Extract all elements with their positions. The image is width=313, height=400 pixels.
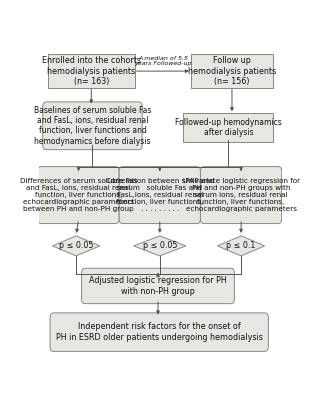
Text: p ≤ 0.05: p ≤ 0.05 <box>142 241 177 250</box>
Text: A median of 5.5
years Followed-up: A median of 5.5 years Followed-up <box>134 56 192 66</box>
FancyBboxPatch shape <box>119 166 200 224</box>
Text: p ≤ 0.1: p ≤ 0.1 <box>226 241 256 250</box>
Text: Correlation between sPAP and
serum   soluble Fas and
FasL,ions, residual renal
f: Correlation between sPAP and serum solub… <box>105 178 214 212</box>
Polygon shape <box>218 236 265 256</box>
Text: Differences of serum soluble Fas
and FasL, ions, residual renal
function, liver : Differences of serum soluble Fas and Fas… <box>20 178 137 212</box>
Text: Baselines of serum soluble Fas
and FasL, ions, residual renal
function, liver fu: Baselines of serum soluble Fas and FasL,… <box>34 106 151 146</box>
FancyBboxPatch shape <box>50 313 268 351</box>
Text: Follow up
hemodialysis patients
(n= 156): Follow up hemodialysis patients (n= 156) <box>188 56 276 86</box>
Polygon shape <box>53 236 100 256</box>
FancyBboxPatch shape <box>200 166 282 224</box>
Text: Enrolled into the cohorts
hemodialysis patients
(n= 163): Enrolled into the cohorts hemodialysis p… <box>42 56 141 86</box>
Text: Followed-up hemodynamics
after dialysis: Followed-up hemodynamics after dialysis <box>175 118 282 137</box>
FancyBboxPatch shape <box>183 113 273 142</box>
FancyBboxPatch shape <box>38 166 119 224</box>
FancyBboxPatch shape <box>43 102 142 150</box>
FancyBboxPatch shape <box>82 268 234 304</box>
Text: p ≤ 0.05: p ≤ 0.05 <box>59 241 93 250</box>
Text: Independent risk factors for the onset of
PH in ESRD older patients undergoing h: Independent risk factors for the onset o… <box>56 322 263 342</box>
Text: Univariate logistic regression for
PH and non-PH groups with
serum ions, residua: Univariate logistic regression for PH an… <box>182 178 300 212</box>
FancyBboxPatch shape <box>191 54 273 88</box>
FancyBboxPatch shape <box>48 54 135 88</box>
Text: Adjusted logistic regression for PH
with non-PH group: Adjusted logistic regression for PH with… <box>89 276 227 296</box>
Polygon shape <box>134 236 186 256</box>
